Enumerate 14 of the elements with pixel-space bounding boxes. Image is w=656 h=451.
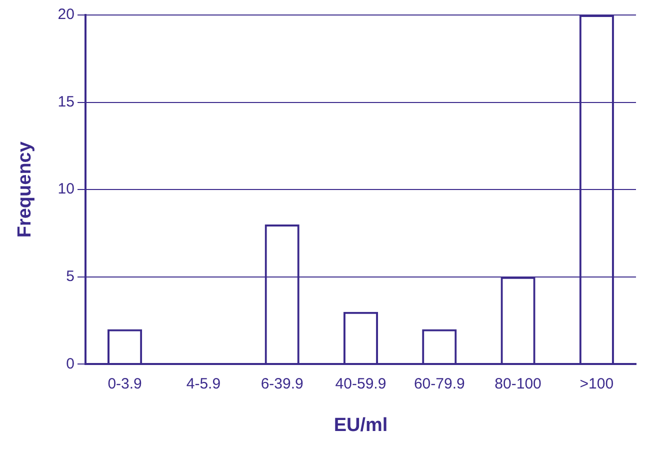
x-tick-label: 40-59.9: [335, 375, 386, 392]
y-tick-label: 15: [58, 93, 74, 110]
x-tick-label: 4-5.9: [186, 375, 221, 392]
x-tick-label: 0-3.9: [108, 375, 142, 392]
y-axis-title: Frequency: [14, 141, 36, 238]
x-tick-label: 80-100: [494, 375, 542, 392]
y-tick-label: 5: [66, 268, 74, 286]
x-tick-label: 60-79.9: [414, 375, 465, 392]
y-tick-label: 0: [66, 355, 74, 372]
x-axis-title: EU/ml: [334, 414, 388, 436]
x-tick-label: >100: [580, 375, 614, 392]
y-tick-label: 10: [58, 180, 74, 198]
x-tick-label: 6-39.9: [260, 375, 304, 392]
y-tick-label: 20: [58, 6, 74, 24]
